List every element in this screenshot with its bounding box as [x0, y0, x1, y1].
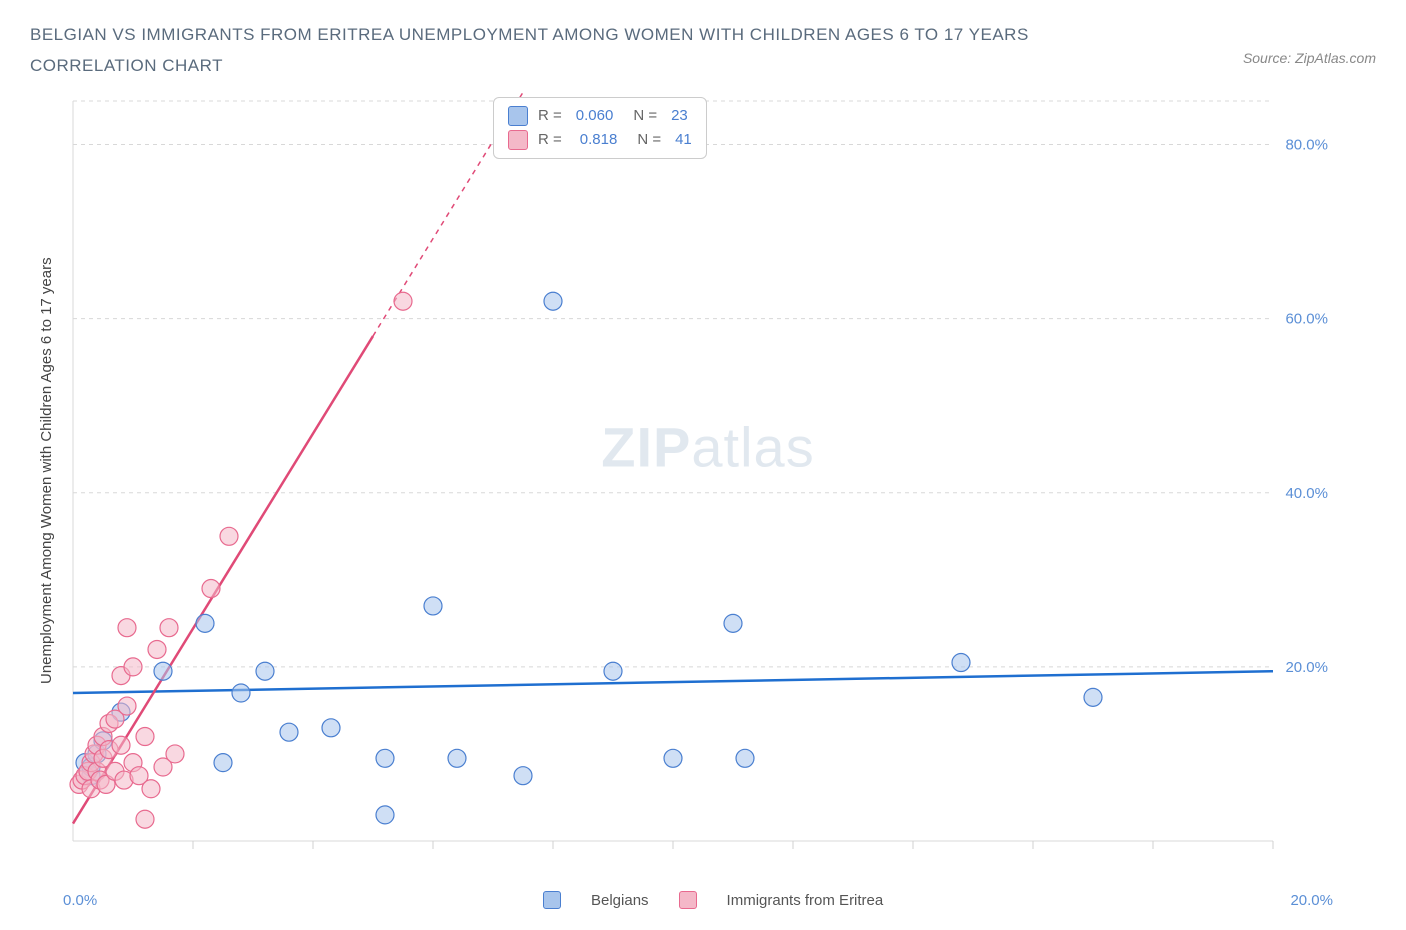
chart-container: Unemployment Among Women with Children A…: [30, 91, 1376, 881]
x-axis-max-label: 20.0%: [1290, 892, 1333, 909]
svg-text:80.0%: 80.0%: [1285, 137, 1328, 154]
svg-text:20.0%: 20.0%: [1285, 659, 1328, 676]
y-axis-label: Unemployment Among Women with Children A…: [30, 91, 63, 851]
plot-area: 20.0%40.0%60.0%80.0% ZIPatlas R = 0.060 …: [63, 91, 1353, 881]
x-axis-min-label: 0.0%: [63, 892, 97, 909]
legend-row-belgians: R = 0.060 N = 23: [508, 104, 692, 128]
chart-title: BELGIAN VS IMMIGRANTS FROM ERITREA UNEMP…: [30, 20, 1130, 81]
bottom-swatch-belgians: [543, 891, 561, 909]
scatter-chart-svg: 20.0% 40.0% 60.0% 80.0%: [63, 91, 1353, 881]
source-credit: Source: ZipAtlas.com: [1243, 50, 1376, 66]
svg-text:60.0%: 60.0%: [1285, 311, 1328, 328]
bottom-label-eritrea: Immigrants from Eritrea: [727, 892, 884, 909]
bottom-swatch-eritrea: [679, 891, 697, 909]
legend-row-eritrea: R = 0.818 N = 41: [508, 128, 692, 152]
series-legend: Belgians Immigrants from Eritrea: [543, 891, 883, 909]
correlation-legend: R = 0.060 N = 23 R = 0.818 N = 41: [493, 97, 707, 159]
legend-swatch-eritrea: [508, 130, 528, 150]
bottom-label-belgians: Belgians: [591, 892, 649, 909]
legend-swatch-belgians: [508, 106, 528, 126]
chart-header: BELGIAN VS IMMIGRANTS FROM ERITREA UNEMP…: [30, 20, 1376, 81]
svg-text:40.0%: 40.0%: [1285, 485, 1328, 502]
